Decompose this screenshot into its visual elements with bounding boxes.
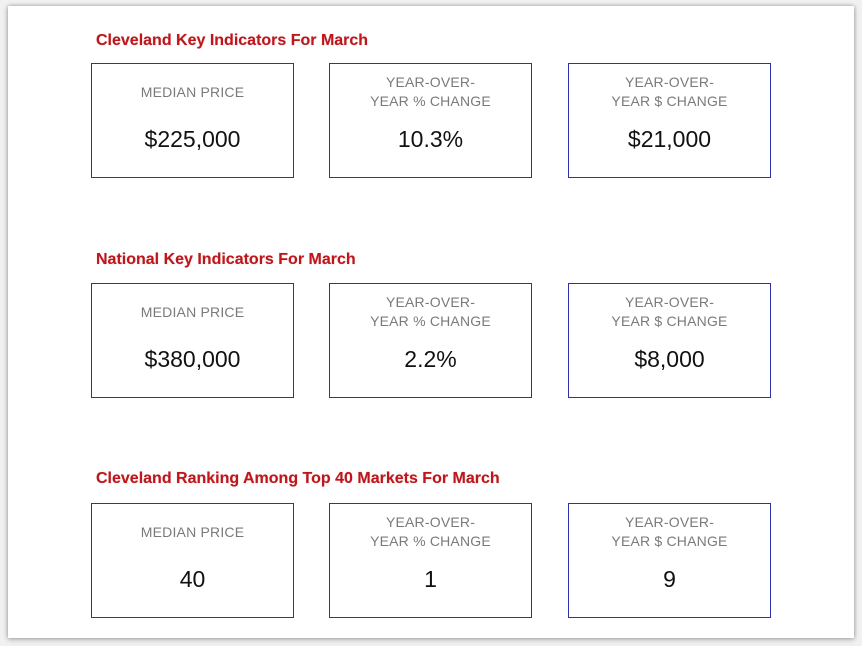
card-value: 10.3% — [397, 126, 464, 152]
card-label-line: YEAR $ CHANGE — [611, 533, 728, 549]
card-value: $8,000 — [634, 346, 705, 372]
card-label-line: YEAR-OVER- — [385, 74, 476, 90]
card-label-line: MEDIAN PRICE — [140, 523, 245, 540]
card-label: YEAR-OVER- YEAR $ CHANGE — [569, 293, 770, 331]
yoy-percent-change-rank-card: YEAR-OVER- YEAR % CHANGE 1 — [329, 503, 532, 618]
card-label-line: YEAR-OVER- — [624, 294, 715, 310]
card-value: 9 — [663, 566, 676, 592]
card-label: YEAR-OVER- YEAR % CHANGE — [330, 513, 531, 551]
card-label-line: YEAR % CHANGE — [370, 93, 491, 109]
card-label-line: YEAR-OVER- — [385, 294, 476, 310]
indicators-panel: Cleveland Key Indicators For March MEDIA… — [8, 6, 854, 638]
yoy-dollar-change-card: YEAR-OVER- YEAR $ CHANGE $21,000 — [568, 63, 771, 178]
card-value: 2.2% — [404, 346, 457, 372]
median-price-card: MEDIAN PRICE $380,000 — [91, 283, 294, 398]
card-value: 40 — [179, 566, 206, 592]
yoy-dollar-change-rank-card: YEAR-OVER- YEAR $ CHANGE 9 — [568, 503, 771, 618]
card-label-line: YEAR $ CHANGE — [611, 313, 728, 329]
card-label-line: MEDIAN PRICE — [140, 303, 245, 320]
yoy-percent-change-card: YEAR-OVER- YEAR % CHANGE 10.3% — [329, 63, 532, 178]
card-value: $380,000 — [144, 346, 241, 372]
card-label: MEDIAN PRICE — [92, 293, 293, 331]
card-label-line: YEAR $ CHANGE — [611, 93, 728, 109]
card-label: YEAR-OVER- YEAR % CHANGE — [330, 73, 531, 111]
card-value: $21,000 — [627, 126, 712, 152]
card-label-line: YEAR-OVER- — [624, 74, 715, 90]
card-label-line: YEAR % CHANGE — [370, 533, 491, 549]
card-label: MEDIAN PRICE — [92, 73, 293, 111]
card-label: YEAR-OVER- YEAR $ CHANGE — [569, 513, 770, 551]
card-value: $225,000 — [144, 126, 241, 152]
median-price-card: MEDIAN PRICE $225,000 — [91, 63, 294, 178]
card-label: YEAR-OVER- YEAR % CHANGE — [330, 293, 531, 331]
card-label: YEAR-OVER- YEAR $ CHANGE — [569, 73, 770, 111]
section-title-cleveland: Cleveland Key Indicators For March — [96, 32, 369, 49]
card-label-line: YEAR % CHANGE — [370, 313, 491, 329]
card-label: MEDIAN PRICE — [92, 513, 293, 551]
card-label-line: YEAR-OVER- — [624, 514, 715, 530]
card-value: 1 — [424, 566, 437, 592]
card-label-line: YEAR-OVER- — [385, 514, 476, 530]
yoy-dollar-change-card: YEAR-OVER- YEAR $ CHANGE $8,000 — [568, 283, 771, 398]
section-title-national: National Key Indicators For March — [96, 251, 356, 268]
section-title-ranking: Cleveland Ranking Among Top 40 Markets F… — [96, 470, 500, 487]
median-price-rank-card: MEDIAN PRICE 40 — [91, 503, 294, 618]
yoy-percent-change-card: YEAR-OVER- YEAR % CHANGE 2.2% — [329, 283, 532, 398]
card-label-line: MEDIAN PRICE — [140, 83, 245, 100]
